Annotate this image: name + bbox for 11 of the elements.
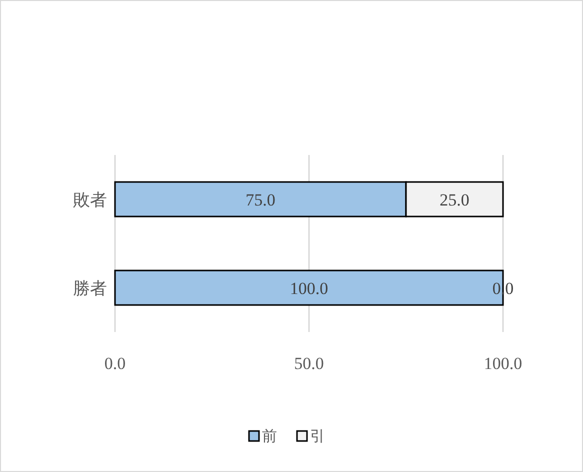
x-tick-label: 0.0	[104, 354, 126, 373]
y-tick-label: 敗者	[73, 190, 107, 210]
data-label: 75.0	[246, 190, 276, 210]
data-label: 25.0	[440, 190, 470, 210]
x-tick-label: 50.0	[294, 354, 324, 373]
x-tick-label: 100.0	[484, 354, 522, 373]
legend-label: 引	[310, 427, 325, 445]
legend-label: 前	[262, 427, 277, 445]
data-label: 100.0	[290, 278, 328, 298]
data-label: 0.0	[492, 278, 514, 298]
y-tick-label: 勝者	[73, 278, 107, 298]
